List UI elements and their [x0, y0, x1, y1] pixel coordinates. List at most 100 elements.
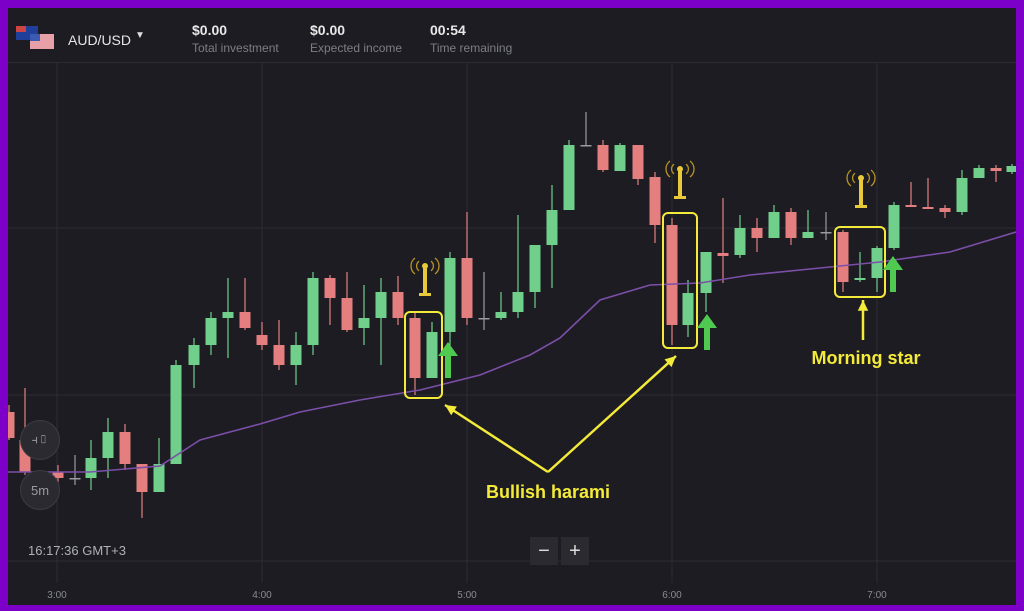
- bearish-candle: [273, 345, 285, 365]
- bullish-candle: [188, 345, 200, 365]
- bearish-candle: [666, 225, 678, 325]
- signal-antenna-tip: [422, 263, 428, 269]
- signal-antenna-tip: [677, 166, 683, 172]
- bullish-candle: [734, 228, 746, 255]
- signal-wave: [434, 257, 440, 275]
- bearish-candle: [392, 292, 404, 318]
- bearish-candle: [409, 318, 421, 378]
- chevron-down-icon[interactable]: ▼: [135, 30, 145, 41]
- bearish-candle: [341, 298, 353, 330]
- signal-wave: [689, 160, 695, 178]
- signal-antenna-icon: [678, 171, 682, 197]
- expected-income-value: $0.00: [310, 22, 346, 38]
- bullish-candle: [102, 432, 114, 458]
- bullish-candle: [426, 332, 438, 378]
- bullish-candle: [358, 318, 370, 328]
- bullish-candle: [682, 293, 694, 325]
- zoom-in-button[interactable]: +: [561, 537, 589, 565]
- bearish-candle: [751, 228, 763, 238]
- signal-up-arrow-icon: [438, 342, 458, 378]
- time-label: 5:00: [457, 590, 477, 601]
- morning-star-label: Morning star: [811, 348, 921, 368]
- trading-chart-window: AUD/USD ▼ $0.00 Total investment $0.00 E…: [8, 8, 1016, 605]
- bearish-candle: [905, 205, 917, 207]
- time-remaining-value: 00:54: [430, 22, 466, 38]
- bullish-candle: [614, 145, 626, 171]
- bullish-candle: [170, 365, 182, 464]
- bearish-candle: [649, 177, 661, 225]
- bearish-candle: [922, 207, 934, 209]
- bullish-candle: [1006, 166, 1016, 172]
- doji-candle: [820, 232, 832, 234]
- signal-antenna-base: [419, 293, 431, 296]
- bullish-candle: [768, 212, 780, 238]
- signal-antenna-icon: [423, 268, 427, 294]
- expected-income-label: Expected income: [310, 41, 403, 55]
- bearish-candle: [461, 258, 473, 318]
- aud-usd-flag-icon: [16, 26, 54, 49]
- signal-wave: [665, 160, 671, 178]
- pointer-arrow-head: [445, 405, 457, 416]
- total-investment: $0.00 Total investment: [192, 22, 279, 55]
- pointer-arrow: [547, 355, 677, 473]
- bearish-candle: [939, 208, 951, 212]
- pointer-arrow-head: [857, 300, 869, 311]
- signal-antenna-base: [855, 205, 867, 208]
- bullish-candle: [888, 205, 900, 248]
- bearish-candle: [8, 412, 15, 438]
- signal-wave: [851, 172, 856, 184]
- signal-antenna-base: [674, 196, 686, 199]
- bullish-candle: [563, 145, 575, 210]
- signal-wave: [866, 172, 871, 184]
- time-remaining-label: Time remaining: [430, 41, 513, 55]
- bullish-candle: [444, 258, 456, 332]
- bullish-candle: [375, 292, 387, 318]
- total-investment-label: Total investment: [192, 41, 279, 55]
- chart-type-button[interactable]: ⫞▯: [20, 420, 60, 460]
- bearish-candle: [119, 432, 131, 464]
- bullish-candle: [153, 464, 165, 492]
- signal-up-arrow-icon: [697, 314, 717, 350]
- timeframe-button[interactable]: 5m: [20, 470, 60, 510]
- bullish-candle: [85, 458, 97, 478]
- bearish-candle: [324, 278, 336, 298]
- time-remaining: 00:54 Time remaining: [430, 22, 512, 55]
- pattern-highlight-box: [662, 212, 698, 349]
- doji-candle: [69, 478, 81, 480]
- signal-wave: [846, 169, 852, 187]
- time-label: 4:00: [252, 590, 272, 601]
- signal-wave: [685, 163, 690, 175]
- bearish-candle: [990, 168, 1002, 171]
- signal-wave: [410, 257, 416, 275]
- doji-candle: [478, 318, 490, 320]
- server-clock: 16:17:36 GMT+3: [28, 543, 126, 558]
- bearish-candle: [837, 232, 849, 282]
- bearish-candle: [52, 472, 64, 478]
- bullish-harami-label: Bullish harami: [485, 482, 611, 502]
- bearish-candle: [19, 440, 31, 472]
- expected-income: $0.00 Expected income: [310, 22, 402, 55]
- bullish-candle: [956, 178, 968, 212]
- bullish-candle: [222, 312, 234, 318]
- bearish-candle: [632, 145, 644, 179]
- time-label: 3:00: [47, 590, 67, 601]
- pointer-arrow-head: [664, 356, 676, 368]
- bullish-candle: [307, 278, 319, 345]
- pointer-arrow: [444, 403, 549, 474]
- asset-selector[interactable]: AUD/USD: [68, 32, 132, 48]
- moving-average-line: [8, 231, 1016, 473]
- time-label: 6:00: [662, 590, 682, 601]
- doji-candle: [580, 145, 592, 147]
- bearish-candle: [597, 145, 609, 170]
- signal-antenna-icon: [859, 180, 863, 206]
- zoom-out-button[interactable]: −: [530, 537, 558, 565]
- signal-up-arrow-icon: [883, 256, 903, 292]
- header-bar: AUD/USD ▼ $0.00 Total investment $0.00 E…: [8, 8, 1016, 63]
- candlestick-chart[interactable]: [8, 8, 1016, 605]
- signal-antenna-tip: [858, 175, 864, 181]
- pattern-highlight-box: [834, 226, 886, 298]
- bullish-candle: [802, 232, 814, 238]
- bullish-candle: [529, 245, 541, 292]
- bullish-candle: [973, 168, 985, 178]
- candlestick-icon: ⫞▯: [31, 432, 49, 447]
